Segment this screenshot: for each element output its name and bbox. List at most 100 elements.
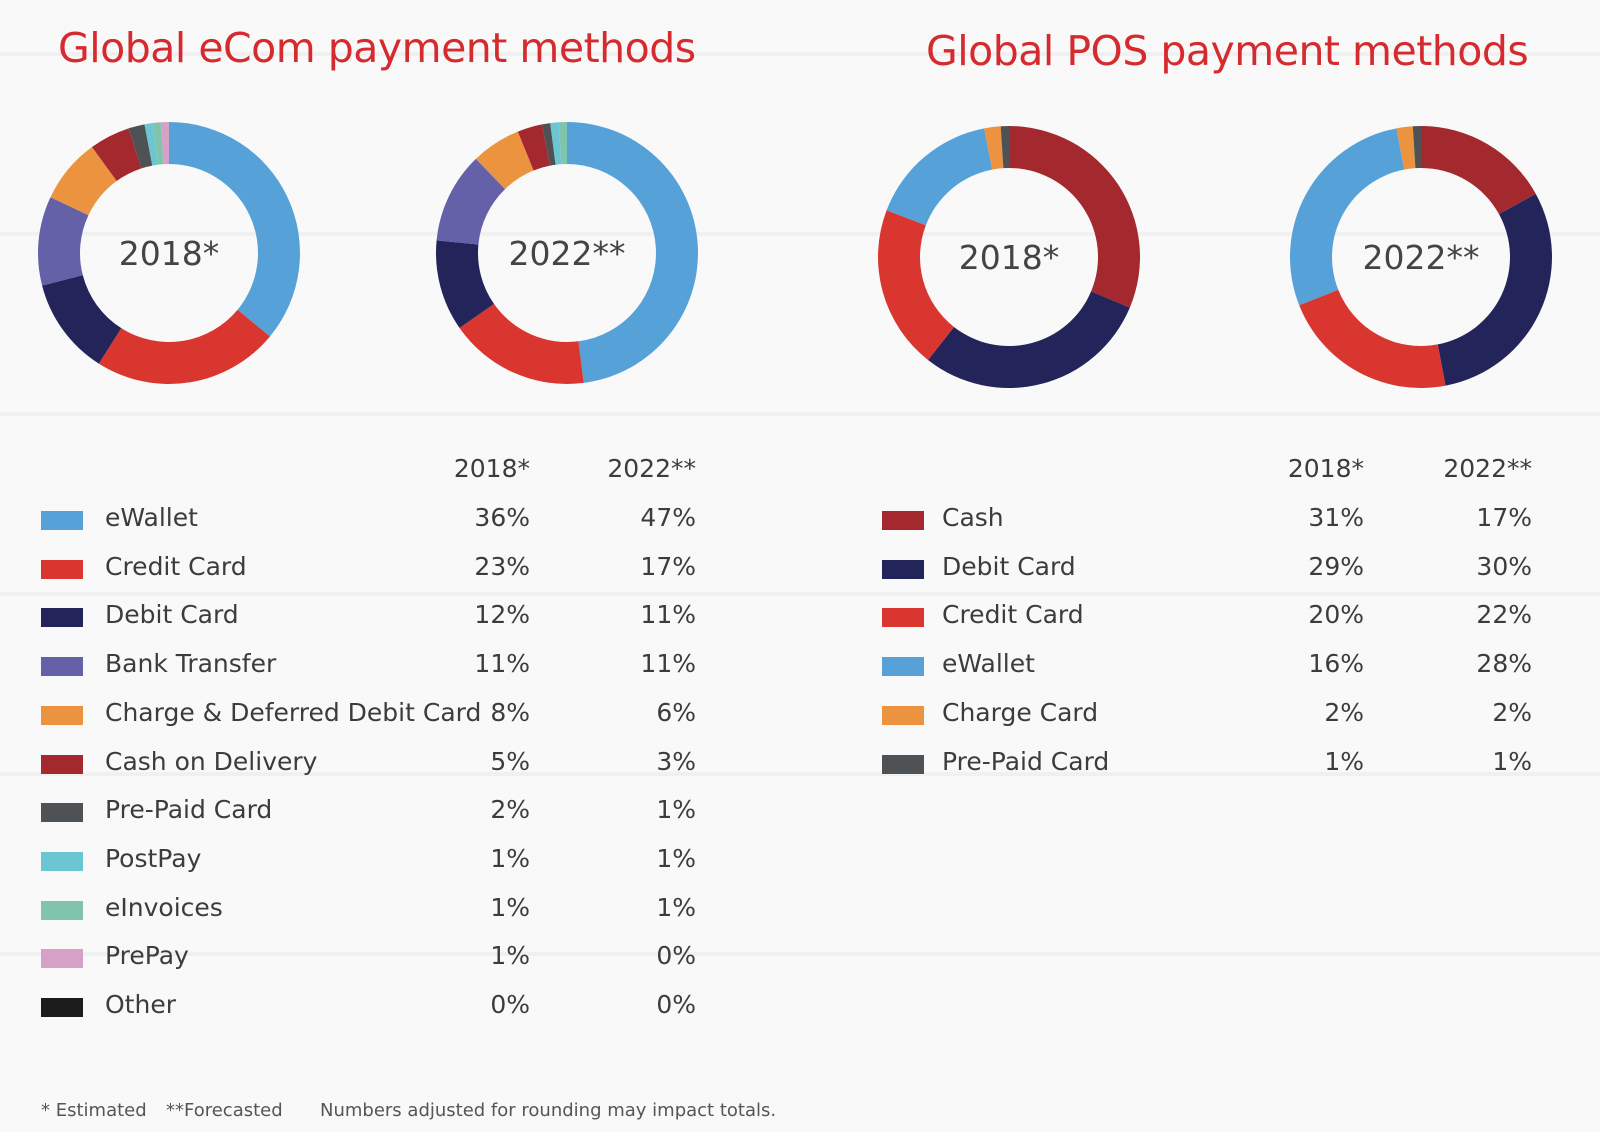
pos-2022-slice-ewallet bbox=[1290, 128, 1405, 306]
ecom-value-2022: 1% bbox=[656, 892, 696, 922]
pos-chart-title: Global POS payment methods bbox=[926, 27, 1529, 75]
pos-swatch-charge-card bbox=[882, 705, 924, 725]
ecom-legend-row: PostPay bbox=[41, 844, 696, 892]
pos-2022-slice-pre-paid-card bbox=[1412, 126, 1421, 169]
ecom-column-header: 2022** bbox=[607, 454, 696, 483]
pos-value-2018: 1% bbox=[1324, 746, 1364, 776]
ecom-2022-slice-einvoices bbox=[558, 122, 567, 165]
ecom-2022-slice-bank-transfer bbox=[436, 158, 506, 245]
ecom-legend-label: Credit Card bbox=[105, 551, 247, 581]
ecom-swatch-postpay bbox=[41, 851, 83, 871]
ecom-legend-label: PostPay bbox=[105, 843, 202, 873]
pos-legend-label: Debit Card bbox=[942, 551, 1076, 581]
pos-legend-label: Credit Card bbox=[942, 600, 1084, 630]
ecom-2018-slice-postpay bbox=[144, 123, 158, 166]
ecom-value-2018: 5% bbox=[490, 746, 530, 776]
ecom-swatch-debit-card bbox=[41, 608, 83, 628]
ecom-value-2018: 23% bbox=[474, 551, 530, 581]
ecom-2018-slice-debit-card bbox=[42, 275, 122, 364]
ecom-2018-slice-ewallet bbox=[169, 122, 300, 337]
ecom-legend-row: Debit Card bbox=[41, 600, 696, 648]
ecom-2018-center-label: 2018* bbox=[119, 234, 219, 273]
ecom-2018-slice-charge-deferred-debit-card bbox=[50, 147, 117, 216]
ecom-2018-slice-prepay bbox=[160, 122, 169, 165]
ecom-value-2018: 8% bbox=[490, 697, 530, 727]
footnote-estimated: * Estimated bbox=[41, 1100, 147, 1121]
pos-value-2022: 1% bbox=[1492, 746, 1532, 776]
ecom-swatch-ewallet bbox=[41, 511, 83, 530]
ecom-2022-slice-postpay bbox=[550, 122, 562, 165]
pos-column-header: 2022** bbox=[1443, 454, 1532, 483]
ecom-chart-title: Global eCom payment methods bbox=[58, 24, 696, 72]
pos-2022-donut: 2022** bbox=[1290, 126, 1552, 388]
ecom-value-2018: 12% bbox=[474, 600, 530, 630]
ecom-legend-label: Bank Transfer bbox=[105, 649, 277, 679]
ecom-2018-slice-pre-paid-card bbox=[128, 124, 153, 169]
ecom-value-2022: 11% bbox=[640, 600, 696, 630]
ecom-legend-row: Bank Transfer bbox=[41, 649, 696, 697]
pos-2022-slice-credit-card bbox=[1299, 289, 1446, 388]
ecom-legend-row: eInvoices bbox=[41, 893, 696, 941]
pos-legend-row: Credit Card bbox=[882, 600, 1532, 648]
ecom-swatch-prepay bbox=[41, 949, 83, 969]
pos-legend-row: Cash bbox=[882, 503, 1532, 551]
pos-swatch-pre-paid-card bbox=[882, 754, 924, 774]
pos-legend-row: eWallet bbox=[882, 649, 1532, 697]
pos-value-2022: 22% bbox=[1476, 600, 1532, 630]
ecom-legend-label: eInvoices bbox=[105, 892, 223, 922]
ecom-value-2022: 17% bbox=[640, 551, 696, 581]
pos-legend-row: Charge Card bbox=[882, 698, 1532, 746]
pos-value-2022: 17% bbox=[1476, 503, 1532, 532]
pos-2018-slice-cash bbox=[1009, 126, 1140, 308]
ecom-value-2022: 0% bbox=[656, 990, 696, 1019]
pos-column-header: 2018* bbox=[1287, 454, 1364, 483]
ecom-2022-center-label: 2022** bbox=[509, 234, 626, 273]
pos-swatch-ewallet bbox=[882, 657, 924, 677]
ecom-value-2018: 1% bbox=[490, 892, 530, 922]
ecom-legend-label: Pre-Paid Card bbox=[105, 795, 273, 825]
ecom-legend-label: Cash on Delivery bbox=[105, 746, 318, 776]
ecom-value-2018: 36% bbox=[474, 503, 530, 532]
ecom-value-2018: 1% bbox=[490, 843, 530, 873]
pos-value-2018: 20% bbox=[1308, 600, 1364, 630]
pos-2018-center-label: 2018* bbox=[959, 238, 1059, 277]
ecom-2018-donut: 2018* bbox=[37, 122, 300, 384]
pos-value-2018: 16% bbox=[1308, 649, 1364, 679]
pos-legend-label: Pre-Paid Card bbox=[942, 746, 1110, 776]
pos-legend-row: Debit Card bbox=[882, 552, 1532, 600]
ecom-swatch-other bbox=[41, 998, 83, 1017]
ecom-swatch-charge-deferred-debit-card bbox=[41, 705, 83, 725]
pos-2018-slice-charge-card bbox=[984, 126, 1004, 170]
ecom-2022-slice-credit-card bbox=[459, 303, 584, 384]
ecom-legend-label: Debit Card bbox=[105, 600, 239, 630]
pos-2018-slice-ewallet bbox=[886, 128, 993, 226]
pos-value-2018: 2% bbox=[1324, 697, 1364, 727]
pos-swatch-cash bbox=[882, 511, 924, 530]
ecom-value-2022: 3% bbox=[656, 746, 696, 776]
ecom-2022-slice-ewallet bbox=[567, 122, 699, 383]
ecom-2022-slice-pre-paid-card bbox=[541, 123, 556, 166]
ecom-value-2022: 1% bbox=[656, 795, 696, 825]
ecom-legend-label: eWallet bbox=[105, 503, 198, 532]
pos-2022-center-label: 2022** bbox=[1363, 238, 1480, 277]
ecom-2018-slice-cash-on-delivery bbox=[92, 128, 142, 181]
ecom-2018-slice-bank-transfer bbox=[37, 197, 89, 286]
pos-swatch-credit-card bbox=[882, 608, 924, 628]
ecom-swatch-credit-card bbox=[41, 559, 83, 579]
ecom-legend-label: PrePay bbox=[105, 941, 189, 971]
ecom-column-header: 2018* bbox=[453, 454, 530, 483]
pos-value-2018: 29% bbox=[1308, 551, 1364, 581]
pos-value-2022: 28% bbox=[1476, 649, 1532, 679]
ecom-2018-slice-credit-card bbox=[98, 309, 270, 384]
ecom-legend-row: PrePay bbox=[41, 941, 696, 989]
ecom-legend-row: eWallet bbox=[41, 503, 696, 551]
ecom-value-2022: 0% bbox=[656, 941, 696, 971]
ecom-2018-slice-einvoices bbox=[152, 122, 164, 165]
pos-legend-label: Charge Card bbox=[942, 697, 1099, 727]
ecom-2022-slice-cash-on-delivery bbox=[517, 124, 550, 171]
ecom-legend-row: Credit Card bbox=[41, 552, 696, 600]
pos-value-2022: 2% bbox=[1492, 697, 1532, 727]
ecom-value-2022: 6% bbox=[656, 697, 696, 727]
pos-2022-slice-cash bbox=[1421, 126, 1536, 215]
ecom-legend-row: Charge & Deferred Debit Card bbox=[41, 698, 696, 746]
